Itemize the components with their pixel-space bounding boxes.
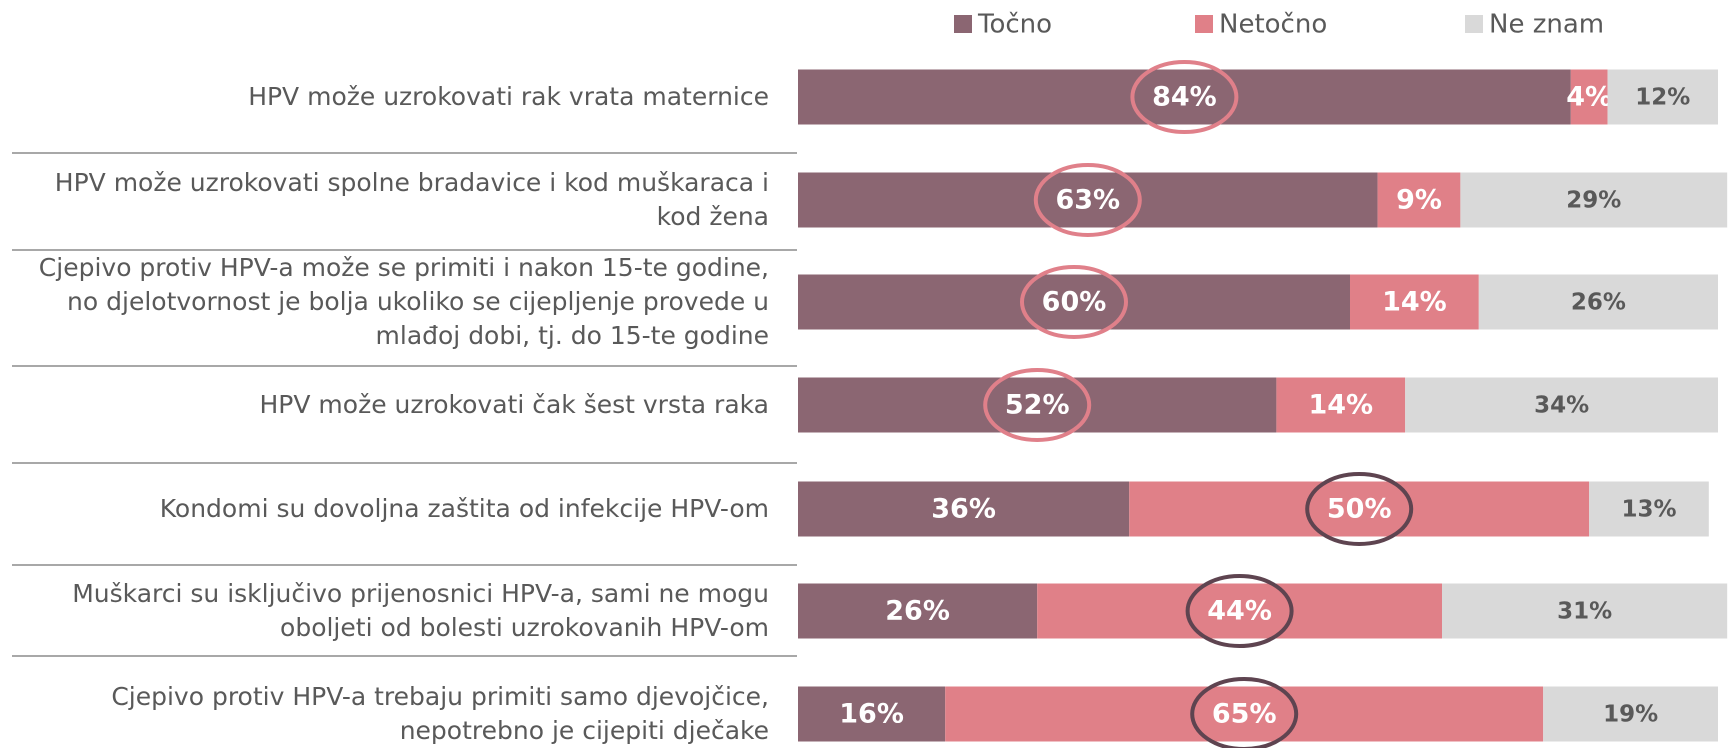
value-label: 63% — [1055, 185, 1120, 216]
bar-segment — [1570, 69, 1608, 125]
highlight-circle — [1033, 163, 1142, 237]
highlight-circle — [1130, 60, 1239, 134]
category-label: Kondomi su dovoljna zaštita od infekcije… — [159, 494, 769, 523]
bar-segment — [1377, 172, 1461, 228]
value-label: 13% — [1621, 497, 1676, 523]
value-label: 52% — [1005, 390, 1070, 421]
legend-swatch — [1465, 15, 1483, 33]
legend-label: Netočno — [1219, 10, 1327, 40]
legend-swatch — [954, 15, 972, 33]
category-label: Muškarci su isključivo prijenosnici HPV-… — [72, 579, 769, 642]
bar-segment — [1276, 377, 1406, 433]
bar-segment — [1350, 274, 1479, 330]
value-label: 16% — [839, 699, 904, 730]
category-label: HPV može uzrokovati rak vrata maternice — [248, 82, 769, 111]
value-label: 36% — [931, 494, 996, 525]
value-label: 31% — [1557, 599, 1612, 625]
category-label: HPV može uzrokovati spolne bradavice i k… — [54, 168, 769, 231]
highlight-circle — [1190, 677, 1299, 748]
highlight-circle — [1185, 574, 1294, 648]
bar-segment — [1405, 377, 1718, 433]
bar-segment — [798, 481, 1130, 537]
bar-segment — [798, 69, 1571, 125]
value-label: 9% — [1396, 185, 1442, 216]
category-label: HPV može uzrokovati čak šest vrsta raka — [259, 390, 770, 419]
value-label: 26% — [1571, 290, 1626, 316]
bar-segment — [798, 274, 1350, 330]
bar-segment — [798, 686, 946, 742]
bar-segment — [1589, 481, 1709, 537]
value-label: 65% — [1212, 699, 1277, 730]
bar-segment — [1607, 69, 1718, 125]
bar-segment — [1460, 172, 1728, 228]
value-label: 4% — [1566, 82, 1612, 113]
bar-segment — [1442, 583, 1728, 639]
bar-segment — [945, 686, 1544, 742]
value-label: 14% — [1382, 287, 1447, 318]
value-label: 19% — [1603, 702, 1658, 728]
bar-segment — [1478, 274, 1718, 330]
value-label: 14% — [1308, 390, 1373, 421]
value-label: 44% — [1207, 596, 1272, 627]
value-label: 29% — [1566, 188, 1621, 214]
highlight-circle — [1305, 472, 1414, 546]
legend-label: Točno — [977, 10, 1052, 40]
value-label: 12% — [1635, 85, 1690, 111]
value-label: 26% — [885, 596, 950, 627]
highlight-circle — [983, 368, 1092, 442]
bar-segment — [1543, 686, 1718, 742]
value-label: 50% — [1327, 494, 1392, 525]
bar-segment — [1129, 481, 1590, 537]
bar-segment — [798, 583, 1038, 639]
bar-segment — [1037, 583, 1442, 639]
legend-label: Ne znam — [1489, 10, 1604, 40]
value-label: 84% — [1152, 82, 1217, 113]
bar-segment — [798, 172, 1378, 228]
highlight-circle — [1020, 265, 1128, 339]
category-label: Cjepivo protiv HPV-a može se primiti i n… — [38, 253, 769, 350]
bar-segment — [798, 377, 1277, 433]
value-label: 34% — [1534, 393, 1589, 419]
category-label: Cjepivo protiv HPV-a trebaju primiti sam… — [111, 682, 769, 745]
value-label: 60% — [1042, 287, 1107, 318]
legend-swatch — [1195, 15, 1213, 33]
